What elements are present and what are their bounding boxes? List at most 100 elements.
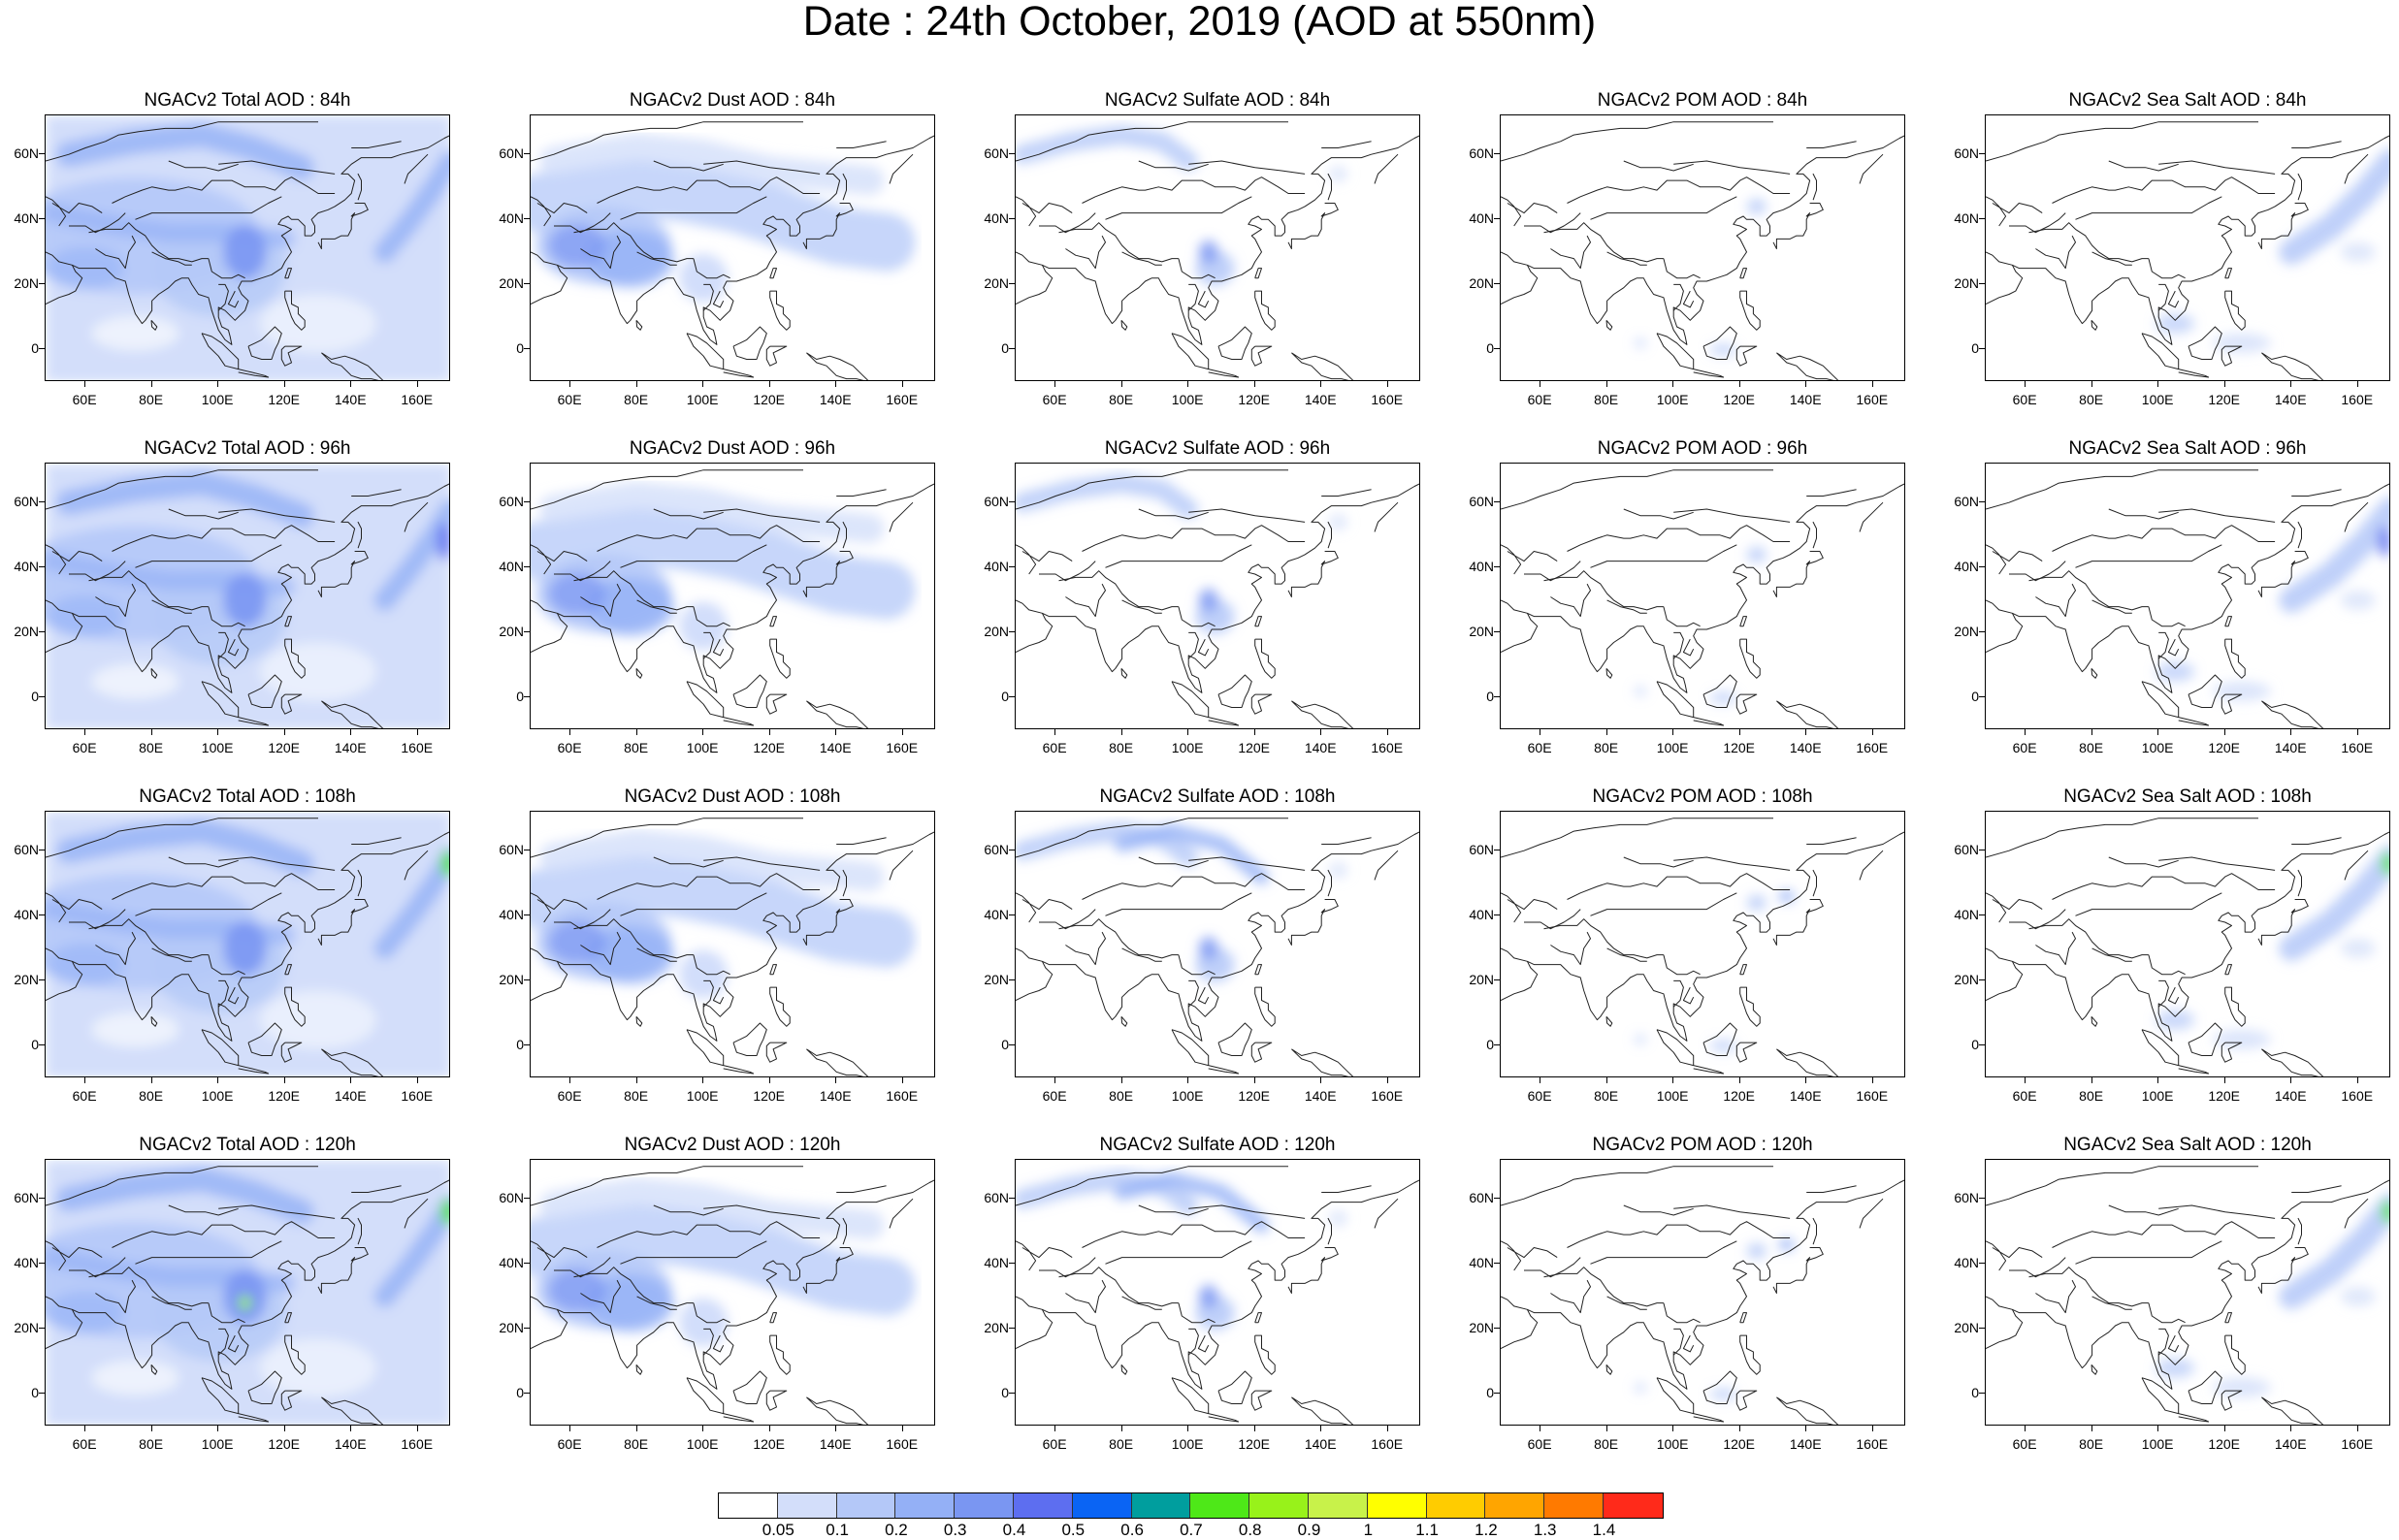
lon-tick-label: 160E	[1371, 1436, 1404, 1452]
lat-tick	[1009, 1263, 1015, 1265]
lon-tick-label: 120E	[753, 1436, 786, 1452]
aod-map	[1985, 811, 2390, 1077]
lon-tick-label: 120E	[1238, 392, 1271, 407]
aod-map-svg	[1016, 121, 1419, 380]
lon-tick-label: 60E	[1527, 1436, 1552, 1452]
lat-tick-label: 60N	[1954, 1190, 1979, 1206]
lon-tick-label: 100E	[686, 392, 719, 407]
lat-tick-label: 60N	[499, 1190, 524, 1206]
lat-tick	[39, 1328, 45, 1330]
panel-title: NGACv2 Sulfate AOD : 108h	[1099, 786, 1336, 807]
map-panel: NGACv2 Total AOD : 108h 60N 40N 20N 0 60E 80E 1…	[0, 786, 485, 1131]
lat-tick	[1009, 348, 1015, 350]
lat-tick	[1979, 153, 1985, 155]
aod-map	[1500, 811, 1905, 1077]
lon-tick-label: 60E	[72, 740, 97, 755]
aod-map	[1015, 1159, 1420, 1426]
lon-tick-label: 100E	[1656, 740, 1689, 755]
lat-tick	[524, 696, 530, 698]
lat-tick	[524, 1393, 530, 1395]
lon-tick-label: 80E	[624, 392, 649, 407]
lat-tick	[1979, 979, 1985, 981]
colorbar-box	[719, 1493, 778, 1518]
lat-tick	[524, 348, 530, 350]
lon-tick	[1738, 1426, 1740, 1431]
lat-tick-label: 60N	[499, 145, 524, 162]
lon-tick	[1871, 729, 1873, 735]
lon-tick	[416, 1426, 418, 1431]
lat-tick	[1494, 696, 1500, 698]
map-panel: NGACv2 POM AOD : 96h 60N 40N 20N 0 60E 80E 100E…	[1455, 437, 1940, 783]
map-panel: NGACv2 Total AOD : 120h 60N 40N 20N 0 60E 80E 1…	[0, 1134, 485, 1479]
lon-tick	[702, 1077, 704, 1083]
lat-tick-label: 20N	[1469, 1320, 1494, 1336]
lat-tick-label: 20N	[14, 624, 39, 640]
colorbar-label: 1.4	[1592, 1521, 1616, 1539]
lon-tick-label: 160E	[1856, 392, 1889, 407]
lon-tick	[569, 729, 571, 735]
lon-tick	[350, 381, 352, 387]
lat-tick-label: 0	[516, 689, 524, 705]
lat-tick-label: 20N	[984, 972, 1009, 988]
lon-tick	[84, 1077, 86, 1083]
lat-tick	[524, 501, 530, 503]
aod-map-svg	[46, 1160, 449, 1425]
colorbar-box	[1131, 1493, 1191, 1518]
colorbar-label: 0.3	[943, 1521, 967, 1539]
lat-tick-label: 40N	[499, 210, 524, 227]
lon-tick	[217, 381, 219, 387]
aod-map-svg	[1501, 1166, 1904, 1425]
aod-map	[45, 1159, 450, 1426]
lon-tick-label: 80E	[2079, 740, 2104, 755]
lat-tick	[39, 1263, 45, 1265]
lon-tick-label: 60E	[2012, 1436, 2037, 1452]
lon-tick	[283, 1077, 285, 1083]
lat-tick-label: 40N	[984, 907, 1009, 923]
map-panel: NGACv2 Sea Salt AOD : 120h 60N 40N 20N 0 60E 8…	[1940, 1134, 2399, 1479]
aod-map-svg	[46, 115, 449, 380]
lat-tick-label: 40N	[984, 559, 1009, 575]
lon-tick	[217, 1426, 219, 1431]
colorbar-box	[1249, 1493, 1309, 1518]
lat-tick	[39, 1393, 45, 1395]
aod-map-svg	[531, 1166, 934, 1425]
map-panel: NGACv2 Total AOD : 84h 60N 40N 20N 0 60E 80E 10…	[0, 89, 485, 434]
coastlines	[1986, 121, 2389, 380]
lon-tick-label: 80E	[1109, 740, 1134, 755]
map-panel: NGACv2 Sulfate AOD : 96h 60N 40N 20N 0 60E 80E…	[970, 437, 1455, 783]
lon-tick-label: 80E	[1594, 392, 1619, 407]
colorbar-box	[955, 1493, 1014, 1518]
lat-tick-label: 0	[31, 1385, 39, 1401]
lon-tick	[1805, 381, 1807, 387]
lon-tick	[416, 729, 418, 735]
lon-tick	[1320, 729, 1322, 735]
aod-map-svg	[1501, 469, 1904, 728]
lon-tick	[569, 1426, 571, 1431]
lon-tick	[1871, 1077, 1873, 1083]
lon-tick	[768, 1426, 770, 1431]
lon-tick-label: 80E	[2079, 392, 2104, 407]
lon-tick	[1320, 381, 1322, 387]
lat-tick	[524, 566, 530, 568]
lat-tick	[1979, 1198, 1985, 1200]
lon-tick	[2091, 1426, 2092, 1431]
lat-tick-label: 60N	[984, 1190, 1009, 1206]
map-panel: NGACv2 Sulfate AOD : 120h 60N 40N 20N 0 60E 80…	[970, 1134, 1455, 1479]
lon-tick-label: 140E	[1789, 392, 1822, 407]
lon-tick	[901, 729, 903, 735]
aod-map-svg	[46, 464, 449, 728]
lon-tick-label: 60E	[1042, 392, 1067, 407]
lat-tick-label: 40N	[1954, 210, 1979, 227]
lon-tick	[1120, 1426, 1122, 1431]
aod-map-svg	[1986, 121, 2389, 380]
lon-tick-label: 80E	[1594, 1436, 1619, 1452]
lon-tick	[1386, 729, 1388, 735]
map-panel: NGACv2 Dust AOD : 120h 60N 40N 20N 0 60E 80E 10…	[485, 1134, 970, 1479]
aod-map	[45, 114, 450, 381]
lat-tick-label: 40N	[1954, 1255, 1979, 1271]
lon-tick-label: 160E	[401, 392, 434, 407]
lon-tick-label: 100E	[1656, 1088, 1689, 1104]
lon-tick-label: 140E	[819, 740, 852, 755]
lat-tick	[1494, 566, 1500, 568]
lon-tick-label: 80E	[1109, 1088, 1134, 1104]
